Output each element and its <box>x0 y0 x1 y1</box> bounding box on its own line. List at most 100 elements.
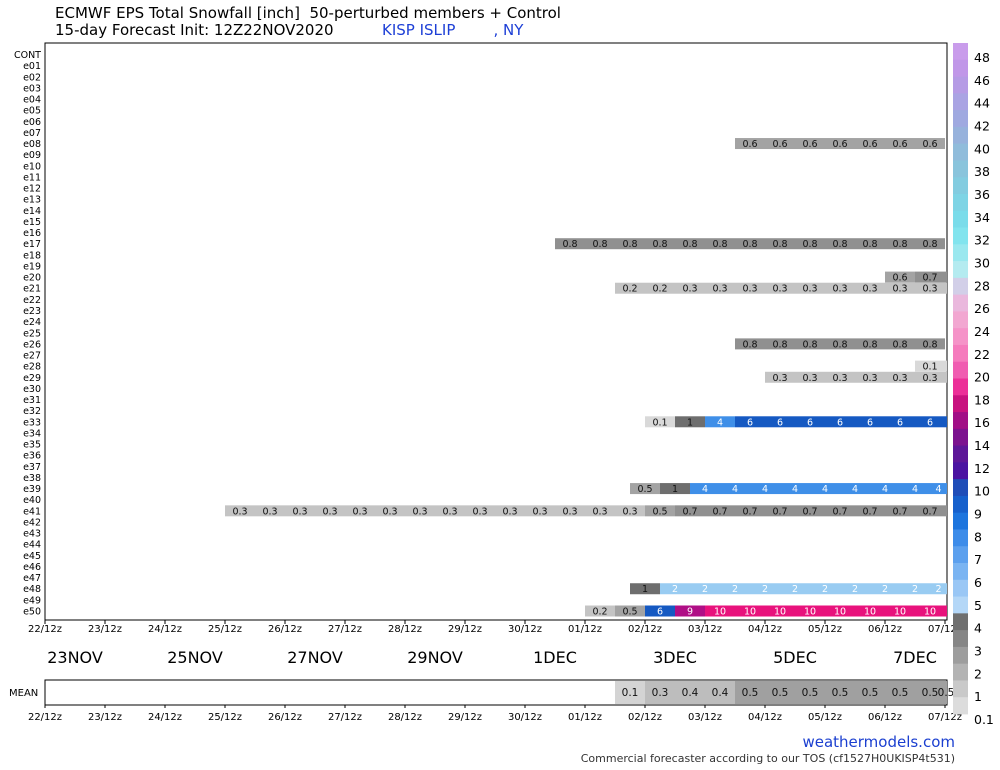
snow-cell <box>735 605 765 617</box>
snow-cell <box>705 505 735 517</box>
colorbar-segment <box>953 110 968 128</box>
member-label: e32 <box>23 406 41 417</box>
colorbar-segment <box>953 613 968 631</box>
brand-link[interactable]: weathermodels.com <box>802 733 955 751</box>
snow-cell-label: 10 <box>834 607 846 618</box>
colorbar-segment <box>953 227 968 245</box>
member-label: e23 <box>23 306 41 317</box>
mean-cell-label: 0.5 <box>938 687 955 699</box>
snow-cell <box>885 238 915 250</box>
snow-cell-label: 6 <box>807 417 813 428</box>
member-label: e20 <box>23 273 41 284</box>
colorbar-label: 48 <box>974 50 990 65</box>
mean-cell <box>945 681 947 704</box>
snow-cell-label: 0.8 <box>682 239 697 250</box>
mean-cell <box>765 681 795 704</box>
time-tick-label: 03/12z <box>688 624 722 635</box>
mean-time-tick-label: 30/12z <box>508 712 542 723</box>
colorbar-segment <box>953 512 968 530</box>
mean-cell <box>735 681 765 704</box>
date-label: 23NOV <box>47 648 103 667</box>
colorbar-label: 28 <box>974 278 990 293</box>
snow-cell <box>735 138 765 150</box>
time-tick-label: 30/12z <box>508 624 542 635</box>
colorbar-label: 12 <box>974 461 990 476</box>
snow-cell <box>705 282 735 294</box>
snow-cell-label: 0.8 <box>622 239 637 250</box>
snow-cell <box>855 605 885 617</box>
member-label: e19 <box>23 261 41 272</box>
snow-cell <box>690 583 720 595</box>
snow-cell <box>915 416 945 428</box>
snow-cell <box>735 282 765 294</box>
colorbar-label: 7 <box>974 552 982 567</box>
colorbar-segment <box>953 43 968 61</box>
member-label: e02 <box>23 72 41 83</box>
snow-cell <box>735 338 765 350</box>
snow-cell <box>675 605 705 617</box>
colorbar-segment <box>953 59 968 77</box>
snow-cell-label: 4 <box>912 484 918 495</box>
snow-cell-label: 0.8 <box>772 339 787 350</box>
member-label: e29 <box>23 373 41 384</box>
colorbar-label: 22 <box>974 347 990 362</box>
colorbar-label: 44 <box>974 96 990 111</box>
member-label: e07 <box>23 128 41 139</box>
snow-cell <box>750 483 780 495</box>
snow-cell-label: 0.6 <box>922 139 937 150</box>
snow-cell <box>915 505 945 517</box>
member-label: e08 <box>23 139 41 150</box>
colorbar-label: 26 <box>974 301 990 316</box>
snow-cell-label: 2 <box>732 584 738 595</box>
snow-cell <box>855 416 885 428</box>
date-label: 27NOV <box>287 648 343 667</box>
snow-cell <box>840 483 870 495</box>
member-label: e06 <box>23 117 41 128</box>
snow-cell-label: 0.3 <box>802 284 817 295</box>
snow-cell-label: 0.8 <box>922 339 937 350</box>
chart-title: ECMWF EPS Total Snowfall [inch] 50-pertu… <box>55 4 561 22</box>
mean-cell-label: 0.3 <box>652 687 669 699</box>
snow-cell-label: 6 <box>867 417 873 428</box>
colorbar-segment <box>953 395 968 413</box>
snow-cell <box>915 360 945 372</box>
snow-cell-label: 4 <box>702 484 708 495</box>
mean-time-tick-label: 05/12z <box>808 712 842 723</box>
snow-cell <box>795 282 825 294</box>
member-label: e31 <box>23 395 41 406</box>
snow-cell-label: 4 <box>935 484 941 495</box>
mean-time-tick-label: 22/12z <box>28 712 62 723</box>
time-tick-label: 07/12z <box>928 624 962 635</box>
colorbar-segment <box>953 663 968 681</box>
member-label: e27 <box>23 351 41 362</box>
snow-cell-label: 0.3 <box>922 373 937 384</box>
colorbar-segment <box>953 244 968 262</box>
member-label: e11 <box>23 172 41 183</box>
snow-cell-label: 0.3 <box>892 284 907 295</box>
mean-time-tick-label: 04/12z <box>748 712 782 723</box>
snow-cell <box>915 271 945 283</box>
snow-cell <box>255 505 285 517</box>
date-label: 29NOV <box>407 648 463 667</box>
snow-cell <box>885 416 915 428</box>
colorbar-label: 36 <box>974 187 990 202</box>
snow-cell-label: 0.3 <box>742 284 757 295</box>
mean-cell <box>615 681 645 704</box>
colorbar-segment <box>953 143 968 161</box>
member-label: e34 <box>23 428 41 439</box>
colorbar-segment <box>953 261 968 279</box>
snow-cell-label: 0.8 <box>832 339 847 350</box>
snow-cell <box>675 416 705 428</box>
colorbar-segment <box>953 378 968 396</box>
snow-cell <box>675 505 705 517</box>
snow-cell-label: 6 <box>747 417 753 428</box>
member-label: e49 <box>23 595 41 606</box>
snow-cell-label: 0.8 <box>892 339 907 350</box>
snow-cell-label: 4 <box>717 417 723 428</box>
snow-cell-label: 2 <box>792 584 798 595</box>
member-label: e33 <box>23 417 41 428</box>
time-tick-label: 05/12z <box>808 624 842 635</box>
member-label: e30 <box>23 384 41 395</box>
time-tick-label: 06/12z <box>868 624 902 635</box>
snow-cell <box>870 483 900 495</box>
